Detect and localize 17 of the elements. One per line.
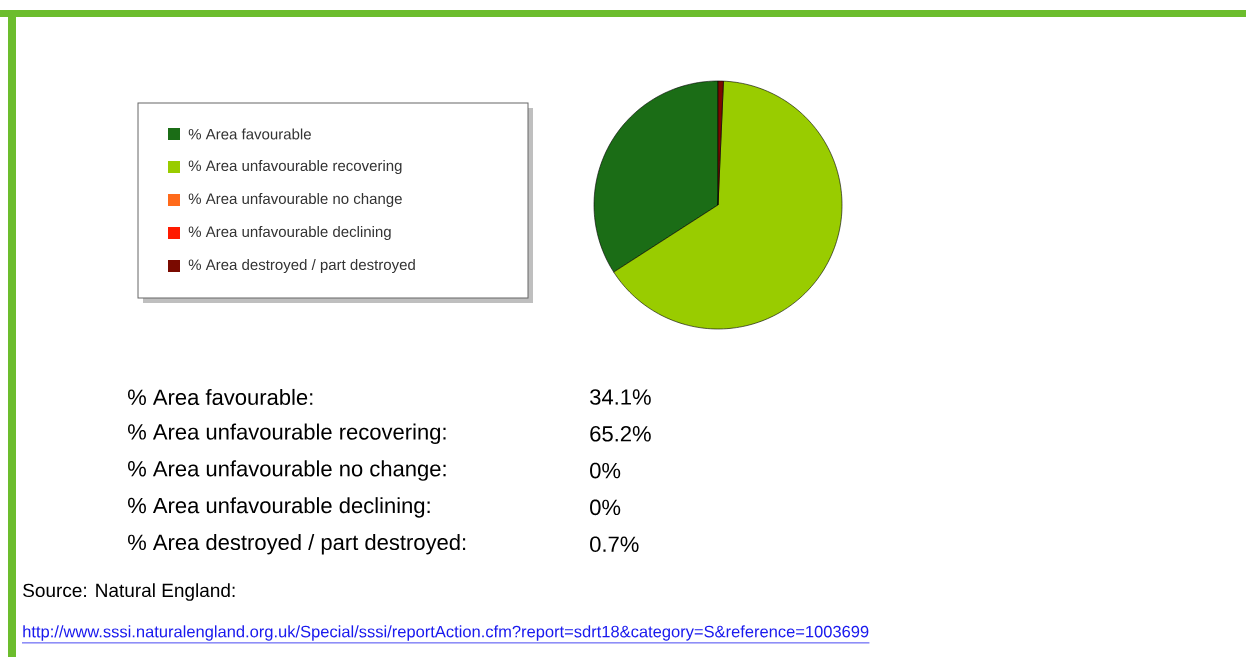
text: % Area unfavourable recovering: (127, 423, 446, 445)
source-note: Source: Natural England: (23, 583, 235, 601)
legend-label: % Area unfavourable declining (188, 226, 391, 240)
text: % Area favourable: (127, 388, 313, 406)
text: http://www.sssi.naturalengland.org.uk/Special/sssi/reportAction.cfm?report=sdrt18&category=S&reference=1003699 (23, 625, 869, 641)
text: 34.1% (590, 389, 651, 405)
text: 0% (590, 462, 621, 479)
text: 0% (590, 499, 621, 516)
legend-label: % Area unfavourable recovering (188, 160, 402, 174)
legend-label: % Area favourable (188, 128, 311, 140)
legend-label: % Area unfavourable no change (188, 193, 402, 207)
text: 65.2% (590, 426, 651, 442)
text: % Area unfavourable no change: (127, 460, 446, 481)
text: 0.7% (590, 536, 639, 552)
legend-label: % Area destroyed / part destroyed (188, 259, 415, 273)
text: % Area destroyed / part destroyed: (127, 533, 466, 555)
text: % Area unfavourable declining: (127, 497, 430, 518)
